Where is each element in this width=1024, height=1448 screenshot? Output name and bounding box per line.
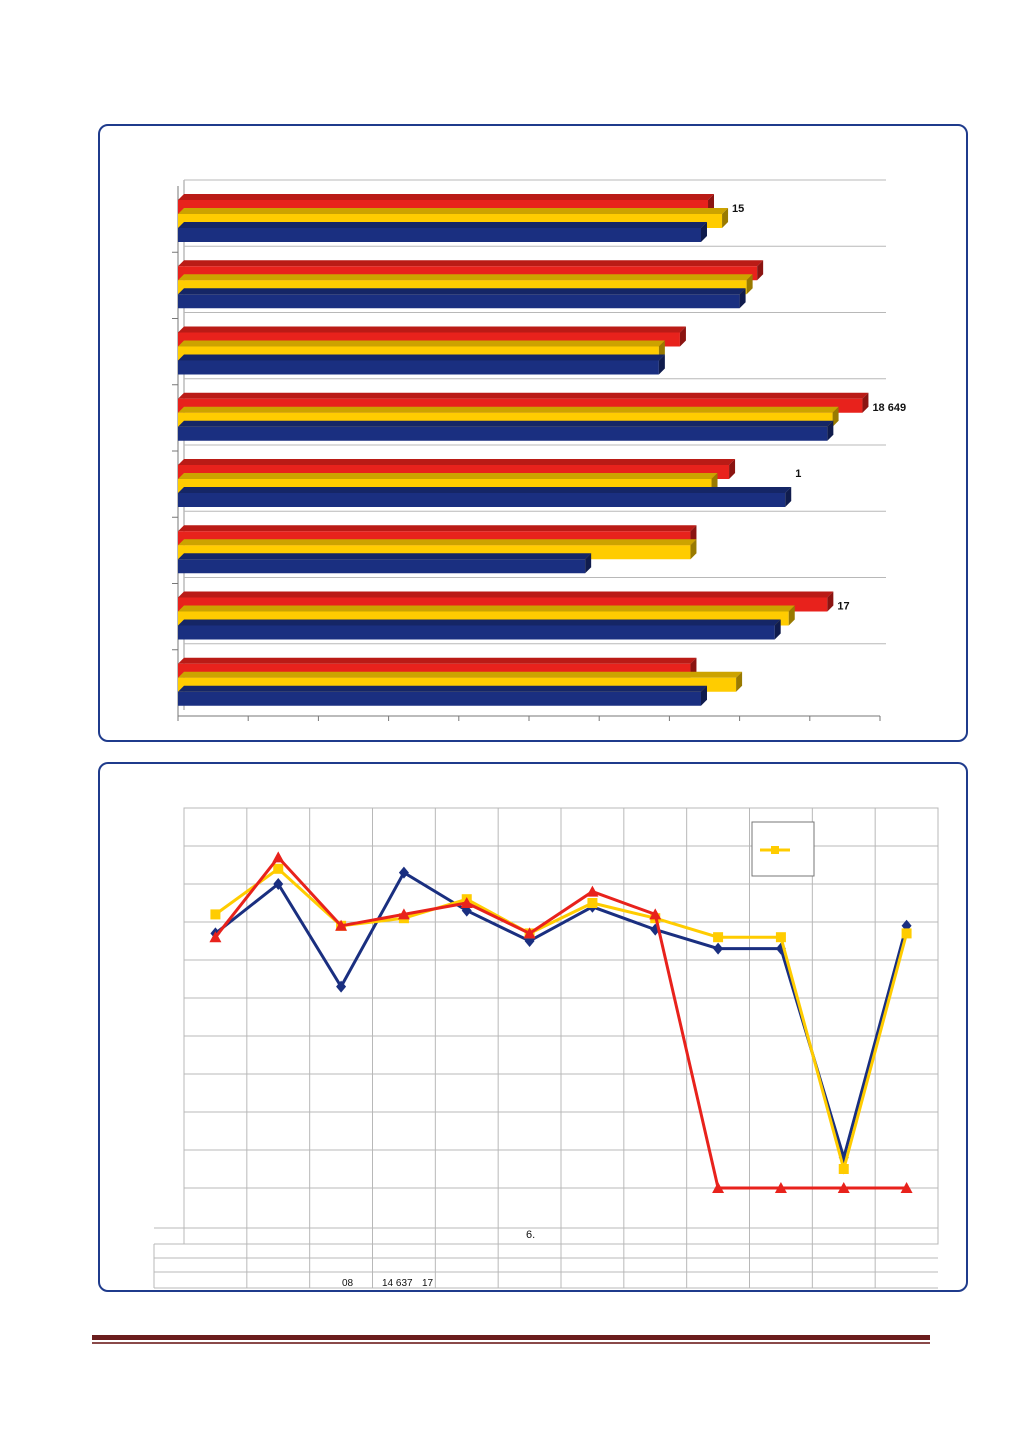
data-point	[712, 1182, 725, 1193]
bar-top-face	[178, 420, 834, 427]
table-fragment-17: 17	[422, 1278, 434, 1289]
bar-side-face	[700, 685, 707, 706]
bar-side-face	[827, 591, 834, 612]
bar-top-face	[178, 605, 795, 612]
bar	[178, 426, 828, 441]
data-point	[649, 908, 662, 920]
bar-side-face	[690, 539, 697, 560]
bar	[178, 228, 701, 242]
data-point	[838, 1164, 849, 1174]
footer-rule-thin	[92, 1342, 930, 1344]
table-fragment-14637: 14 637	[382, 1278, 413, 1289]
data-point	[713, 942, 724, 955]
data-point	[209, 931, 222, 943]
bar-top-face	[178, 459, 736, 465]
data-point	[900, 1182, 913, 1193]
data-point	[460, 897, 473, 908]
line-chart-panel: 6. 08 14 637 17	[98, 762, 968, 1292]
bar-top-face	[178, 539, 697, 546]
bar-side-face	[736, 671, 743, 692]
bar-chart: 15 18 649 1 17	[172, 179, 906, 721]
bar-side-face	[739, 288, 746, 309]
bar-side-face	[774, 619, 781, 640]
bar-side-face	[722, 208, 729, 228]
bar-side-face	[785, 487, 792, 507]
bar-top-face	[178, 487, 792, 493]
line-chart: 6. 08 14 637 17	[153, 807, 939, 1289]
bar-top-face	[178, 274, 753, 281]
data-label: 1	[795, 468, 801, 480]
bar-side-face	[827, 420, 834, 441]
bar-side-face	[832, 406, 839, 427]
bar-top-face	[178, 326, 686, 333]
legend-swatch-marker	[771, 846, 779, 854]
bar-top-face	[178, 657, 697, 664]
table-fragment-08: 08	[342, 1278, 354, 1289]
data-point	[398, 866, 409, 879]
data-point	[397, 908, 410, 920]
bar	[178, 559, 586, 574]
bar-top-face	[178, 392, 869, 399]
data-point	[586, 885, 599, 897]
bar	[178, 294, 740, 309]
bar-side-face	[729, 459, 736, 479]
data-point	[775, 932, 786, 943]
series-line	[214, 870, 909, 1164]
bar-top-face	[178, 406, 839, 413]
data-point	[523, 927, 536, 939]
series-line	[214, 855, 907, 1190]
bar-top-face	[178, 619, 781, 626]
bar	[178, 360, 659, 375]
data-point	[774, 1182, 787, 1193]
data-point	[272, 851, 285, 863]
bar-top-face	[178, 354, 665, 361]
bar-top-face	[178, 685, 707, 692]
bar-side-face	[658, 354, 665, 375]
footer-rule	[92, 1335, 930, 1340]
bar-top-face	[178, 591, 834, 598]
bar-side-face	[585, 553, 592, 574]
bar-chart-panel: 15 18 649 1 17	[98, 124, 968, 742]
data-point	[273, 878, 284, 890]
data-label: 15	[732, 203, 744, 215]
bar-side-face	[788, 605, 795, 626]
bar-top-face	[178, 222, 707, 228]
data-point	[336, 980, 347, 993]
bar-side-face	[757, 260, 764, 281]
bar-top-face	[178, 473, 718, 479]
bar	[178, 625, 775, 640]
table-fragment-6: 6.	[526, 1229, 535, 1241]
bar	[178, 691, 701, 706]
bar-top-face	[178, 194, 715, 200]
data-label: 18 649	[872, 402, 906, 414]
data-point	[713, 932, 724, 943]
bar-side-face	[700, 222, 707, 242]
data-point	[901, 928, 912, 939]
data-point	[837, 1182, 850, 1193]
data-point	[650, 923, 661, 936]
bar-top-face	[178, 525, 697, 532]
data-point	[335, 919, 348, 931]
bar-side-face	[862, 392, 869, 413]
bar-top-face	[178, 671, 743, 678]
data-point	[461, 904, 472, 917]
bar-top-face	[178, 288, 746, 295]
bar-top-face	[178, 260, 764, 267]
data-point	[273, 863, 284, 874]
bar-top-face	[178, 208, 729, 214]
bar-top-face	[178, 553, 592, 560]
data-point	[210, 909, 221, 920]
bar-side-face	[679, 326, 686, 347]
bar	[178, 493, 786, 507]
bar-side-face	[746, 274, 753, 295]
data-label: 17	[837, 601, 849, 613]
bar-top-face	[178, 340, 665, 347]
data-point	[587, 898, 598, 908]
